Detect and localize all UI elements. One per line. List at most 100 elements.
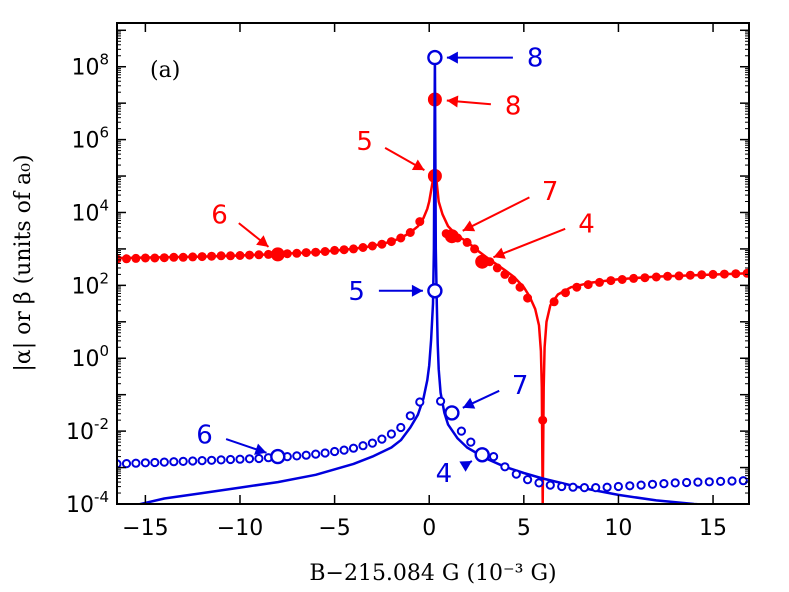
annotation-label: 6 (196, 421, 213, 451)
data-point (150, 457, 160, 468)
data-point (270, 448, 286, 465)
data-point (320, 448, 330, 458)
data-point (159, 457, 169, 467)
series-layer (117, 49, 749, 504)
data-point (515, 282, 525, 292)
data-point (254, 453, 264, 464)
x-tick-label: −5 (318, 516, 350, 541)
data-point (613, 481, 624, 492)
data-point (245, 250, 254, 260)
data-point (716, 476, 726, 486)
x-tick-label: −10 (217, 516, 263, 541)
data-point (396, 422, 406, 433)
data-point (367, 241, 377, 251)
data-point (640, 273, 650, 283)
annotation-label: 5 (348, 277, 365, 307)
data-point (466, 437, 476, 447)
annotation-arrowhead (411, 284, 423, 297)
data-point (377, 239, 387, 249)
data-point (538, 415, 548, 425)
annotation-arrowhead (462, 397, 476, 409)
y-axis-title: |α| or β (units of a₀) (11, 154, 36, 371)
y-tick-label: 10-2 (66, 415, 109, 445)
data-point (500, 269, 510, 279)
data-point (207, 455, 217, 465)
annotation-arrowhead (493, 247, 506, 259)
annotation-arrowhead (254, 443, 267, 455)
data-point (188, 456, 198, 466)
data-point (489, 452, 499, 462)
data-point (292, 451, 302, 461)
data-point (561, 288, 570, 298)
data-point (386, 429, 396, 439)
data-point (292, 248, 302, 258)
data-point (470, 244, 480, 254)
data-point (216, 251, 226, 261)
data-point (545, 480, 555, 490)
annotation-label: 6 (211, 200, 228, 230)
data-point (320, 247, 330, 256)
data-point (188, 252, 198, 262)
data-point (674, 271, 684, 281)
data-point (358, 441, 368, 451)
data-point (235, 454, 245, 464)
annotation-arrow (493, 227, 566, 259)
data-point (511, 469, 521, 479)
data-point (386, 237, 396, 247)
data-point (178, 456, 188, 466)
data-point (636, 480, 646, 490)
data-point (330, 446, 340, 457)
panel-label: (a) (150, 58, 180, 83)
data-point (301, 248, 311, 258)
data-point (475, 254, 490, 269)
data-point (629, 273, 639, 283)
data-point (244, 454, 255, 464)
data-point (349, 244, 358, 254)
data-point (719, 269, 729, 279)
x-axis-title: B−215.084 G (10⁻³ G) (309, 561, 556, 586)
data-point (131, 458, 141, 468)
annotation-arrowhead (459, 461, 472, 472)
data-point (405, 411, 415, 421)
data-point (651, 272, 661, 282)
data-point (178, 252, 188, 262)
data-point (197, 456, 207, 466)
data-point (625, 481, 635, 491)
data-point (670, 478, 680, 488)
data-point (311, 247, 321, 257)
data-point (159, 253, 169, 263)
annotation-label: 7 (512, 371, 529, 401)
data-point (549, 297, 559, 307)
data-point (682, 477, 692, 488)
data-point (708, 269, 718, 279)
annotation-arrowhead (446, 95, 459, 108)
y-tick-label: 108 (71, 51, 109, 81)
data-point (606, 276, 616, 286)
data-point (225, 454, 236, 465)
axis-layer: −15 −10 −5 0 5 10 15 10-4 10-2 100 102 104 106 108 (66, 23, 749, 541)
data-point (704, 477, 714, 487)
data-point (462, 237, 472, 247)
data-point (270, 247, 285, 262)
data-point (131, 253, 141, 263)
data-point (311, 449, 321, 459)
data-point (436, 396, 446, 406)
data-point (339, 245, 349, 255)
data-point (456, 426, 466, 436)
data-point (523, 475, 533, 485)
x-tick-label: 15 (699, 516, 727, 541)
annotation-label: 4 (578, 210, 595, 240)
data-point (169, 457, 179, 467)
data-point (583, 280, 593, 290)
data-point (339, 445, 349, 455)
data-point (235, 251, 245, 260)
y-tick-label: 10-4 (66, 488, 109, 518)
data-point (523, 293, 533, 303)
data-point (169, 252, 179, 262)
data-point (534, 478, 544, 488)
y-tick-label: 102 (71, 269, 109, 299)
data-point (474, 447, 490, 463)
data-point (444, 229, 459, 244)
data-point (415, 217, 425, 227)
